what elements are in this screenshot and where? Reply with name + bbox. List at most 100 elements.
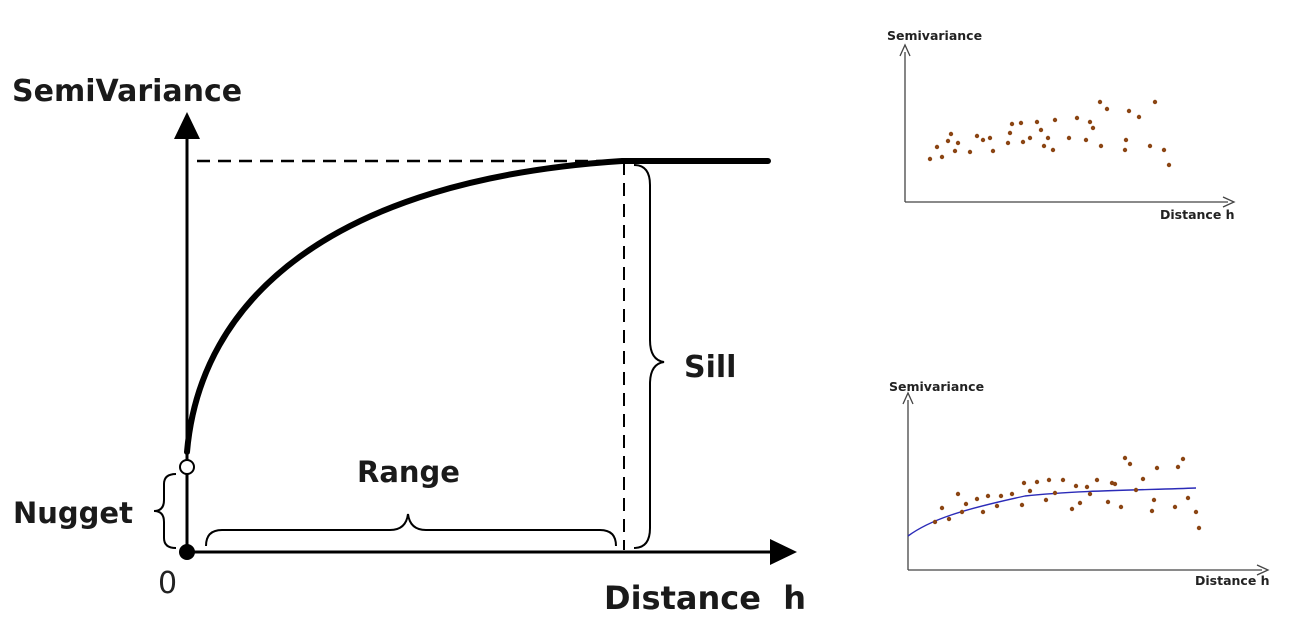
scatter-data-point: [1097, 99, 1103, 105]
scatter-data-point: [1161, 147, 1167, 153]
fitted-data-point: [1094, 477, 1100, 483]
sill-label: Sill: [684, 350, 736, 385]
fitted-data-point: [1077, 500, 1083, 506]
scatter-data-point: [952, 148, 958, 154]
scatter-data-point: [1122, 147, 1128, 153]
fitted-data-point: [1118, 504, 1124, 510]
nugget-brace: [153, 473, 177, 549]
scatter-data-point: [1098, 143, 1104, 149]
fitted-data-point: [1043, 497, 1049, 503]
semivariogram-curve: [184, 158, 771, 455]
fitted-data-point: [1021, 480, 1027, 486]
scatter-data-point: [980, 137, 986, 143]
scatter-data-point: [1020, 139, 1026, 145]
fitted-x-axis-label: Distance h: [1195, 573, 1270, 588]
scatter-x-axis-arrow: [1222, 196, 1236, 208]
fitted-data-point: [932, 519, 938, 525]
fitted-data-point: [939, 505, 945, 511]
fitted-data-point: [1122, 455, 1128, 461]
main-y-axis-label: SemiVariance: [12, 74, 242, 109]
scatter-data-point: [1052, 117, 1058, 123]
fitted-data-point: [1127, 461, 1133, 467]
sill-brace: [633, 164, 665, 549]
fitted-data-point: [1009, 491, 1015, 497]
fitted-data-point: [1084, 484, 1090, 490]
fitted-data-point: [1069, 506, 1075, 512]
origin-dot: [179, 544, 195, 560]
main-y-axis-arrow: [174, 112, 200, 139]
fitted-data-point: [998, 493, 1004, 499]
scatter-plot: Semivariance Distance h: [887, 28, 1236, 222]
fitted-data-point: [1027, 488, 1033, 494]
fitted-data-point: [994, 503, 1000, 509]
main-x-axis-label: Distance h: [604, 579, 806, 617]
nugget-label: Nugget: [13, 496, 133, 530]
scatter-data-point: [1027, 135, 1033, 141]
scatter-points: [927, 99, 1172, 168]
scatter-data-point: [955, 140, 961, 146]
fitted-data-point: [1149, 508, 1155, 514]
scatter-data-point: [945, 138, 951, 144]
scatter-data-point: [1136, 114, 1142, 120]
main-x-axis-arrow: [770, 539, 797, 565]
scatter-data-point: [934, 144, 940, 150]
scatter-data-point: [1090, 125, 1096, 131]
fitted-plot: Semivariance Distance h: [889, 379, 1270, 588]
fitted-data-point: [955, 491, 961, 497]
scatter-data-point: [1166, 162, 1172, 168]
fitted-data-point: [963, 501, 969, 507]
fitted-data-point: [1034, 479, 1040, 485]
fitted-data-point: [1185, 495, 1191, 501]
scatter-data-point: [1018, 120, 1024, 126]
scatter-y-axis-label: Semivariance: [887, 28, 982, 43]
scatter-data-point: [1034, 119, 1040, 125]
fitted-data-point: [946, 516, 952, 522]
main-diagram: SemiVariance Distance h 0 Nugget Range S…: [12, 74, 806, 617]
scatter-data-point: [1074, 115, 1080, 121]
fitted-data-point: [1196, 525, 1202, 531]
fitted-x-axis-arrow: [1256, 564, 1270, 576]
scatter-data-point: [967, 149, 973, 155]
fitted-data-point: [1112, 481, 1118, 487]
fitted-data-point: [1087, 491, 1093, 497]
scatter-data-point: [1083, 137, 1089, 143]
scatter-data-point: [974, 133, 980, 139]
scatter-data-point: [1123, 137, 1129, 143]
fitted-data-point: [974, 496, 980, 502]
fitted-data-point: [1154, 465, 1160, 471]
scatter-y-axis-arrow: [899, 43, 911, 57]
fitted-points: [932, 455, 1202, 531]
scatter-x-axis-label: Distance h: [1160, 207, 1235, 222]
scatter-data-point: [1050, 147, 1056, 153]
scatter-data-point: [939, 154, 945, 160]
fitted-data-point: [1046, 477, 1052, 483]
scatter-data-point: [990, 148, 996, 154]
scatter-data-point: [1005, 140, 1011, 146]
scatter-data-point: [1007, 130, 1013, 136]
range-label: Range: [357, 455, 460, 489]
fitted-data-point: [1060, 477, 1066, 483]
scatter-data-point: [1038, 127, 1044, 133]
fitted-y-axis-label: Semivariance: [889, 379, 984, 394]
fitted-data-point: [985, 493, 991, 499]
scatter-data-point: [1087, 119, 1093, 125]
nugget-open-circle: [179, 459, 195, 475]
fitted-data-point: [1193, 509, 1199, 515]
fitted-data-point: [1052, 490, 1058, 496]
origin-label: 0: [158, 566, 177, 601]
fitted-data-point: [1105, 499, 1111, 505]
scatter-data-point: [927, 156, 933, 162]
scatter-data-point: [987, 135, 993, 141]
fitted-data-point: [980, 509, 986, 515]
fitted-data-point: [1019, 502, 1025, 508]
fitted-data-point: [1180, 456, 1186, 462]
scatter-data-point: [948, 131, 954, 137]
fitted-data-point: [1073, 483, 1079, 489]
fitted-y-axis-arrow: [902, 391, 914, 405]
range-brace: [205, 513, 617, 547]
scatter-data-point: [1009, 121, 1015, 127]
scatter-data-point: [1066, 135, 1072, 141]
fitted-data-point: [1151, 497, 1157, 503]
scatter-data-point: [1152, 99, 1158, 105]
